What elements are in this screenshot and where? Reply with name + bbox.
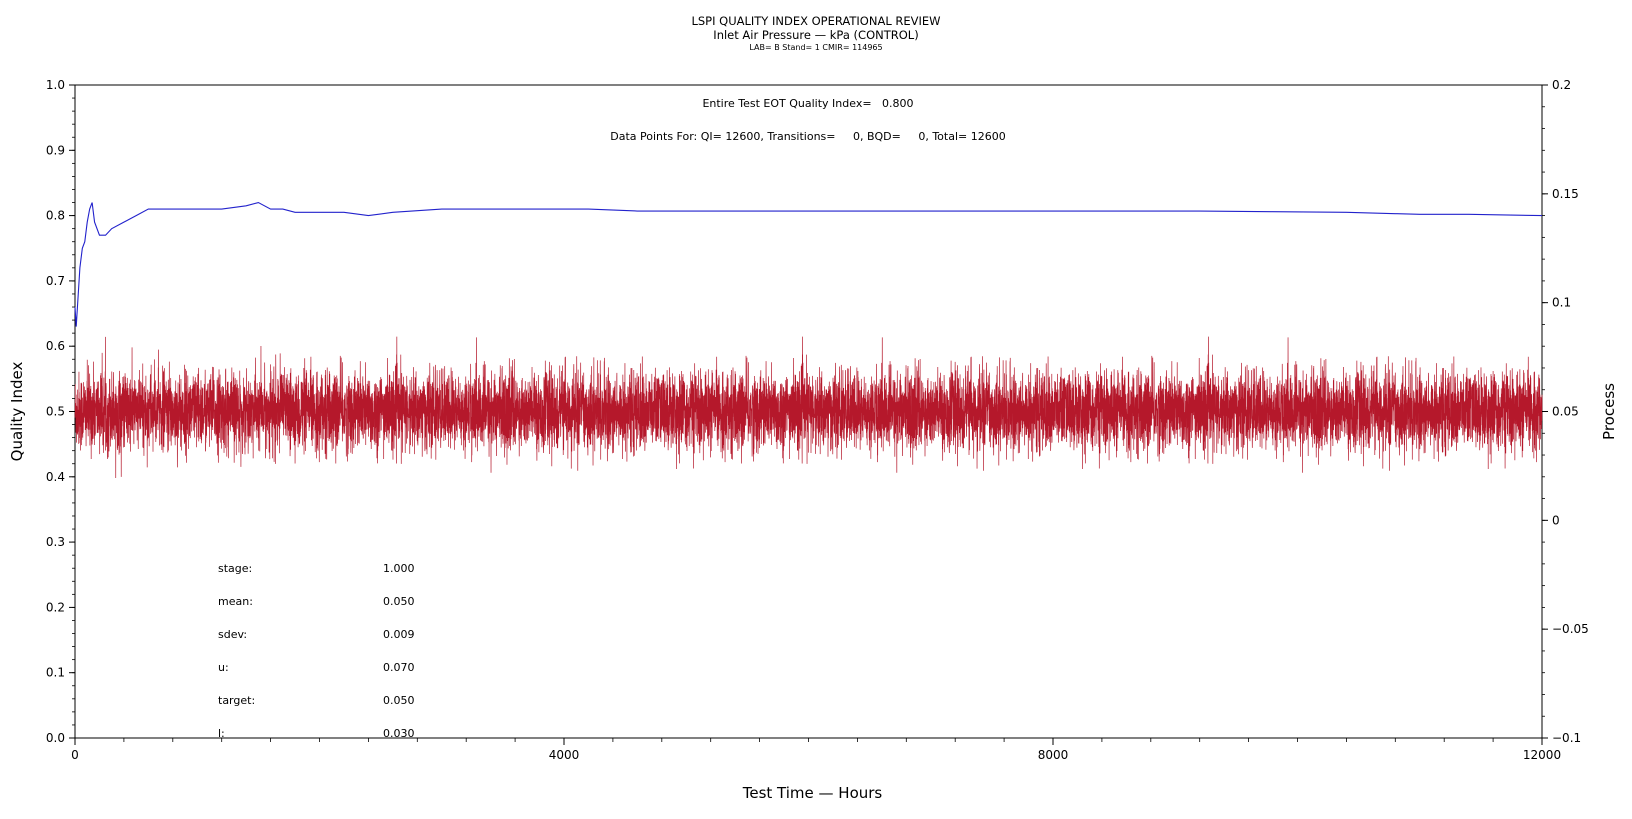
y-tick-label: 0.7	[46, 274, 65, 288]
chart-info: LAB= B Stand= 1 CMIR= 114965	[749, 43, 883, 52]
x-axis-title: Test Time — Hours	[742, 784, 883, 802]
x-tick-label: 0	[71, 748, 79, 762]
stat-label: sdev:	[218, 628, 247, 641]
y2-axis-title: Process	[1600, 383, 1618, 440]
stat-label: stage:	[218, 562, 252, 575]
stat-label: l:	[218, 727, 225, 740]
stat-label: u:	[218, 661, 229, 674]
process-series	[74, 336, 1543, 478]
y-tick-label: 0.4	[46, 470, 65, 484]
eot-quality-index-annotation: Entire Test EOT Quality Index= 0.800	[702, 97, 913, 110]
quality-index-line	[74, 201, 1543, 327]
y-tick-label: 0.9	[46, 143, 65, 157]
y-tick-label: 0.2	[46, 600, 65, 614]
x-tick-label: 8000	[1038, 748, 1069, 762]
stat-value: 0.050	[383, 694, 415, 707]
y-tick-label: 0.5	[46, 405, 65, 419]
y-tick-label: 0.1	[46, 666, 65, 680]
y-tick-label: 0.8	[46, 209, 65, 223]
y-tick-label: 0.6	[46, 339, 65, 353]
process-line	[74, 336, 1543, 478]
x-tick-label: 4000	[549, 748, 580, 762]
y-axis-title: Quality Index	[8, 362, 26, 462]
stat-value: 0.050	[383, 595, 415, 608]
quality-index-series	[74, 201, 1543, 327]
stat-value: 0.070	[383, 661, 415, 674]
y2-tick-label: 0.2	[1552, 78, 1571, 92]
y2-tick-label: 0.05	[1552, 405, 1579, 419]
y-tick-label: 0.0	[46, 731, 65, 745]
y-tick-label: 1.0	[46, 78, 65, 92]
chart-subtitle: Inlet Air Pressure — kPa (CONTROL)	[713, 28, 919, 42]
chart-title: LSPI QUALITY INDEX OPERATIONAL REVIEW	[691, 14, 941, 28]
y-tick-label: 0.3	[46, 535, 65, 549]
y2-tick-label: 0.1	[1552, 296, 1571, 310]
y2-tick-label: 0.15	[1552, 187, 1579, 201]
stat-label: mean:	[218, 595, 253, 608]
y2-tick-label: 0	[1552, 513, 1560, 527]
stat-label: target:	[218, 694, 255, 707]
data-points-annotation: Data Points For: QI= 12600, Transitions=…	[610, 130, 1005, 143]
y2-tick-label: −0.1	[1552, 731, 1581, 745]
stat-value: 1.000	[383, 562, 415, 575]
y2-tick-label: −0.05	[1552, 622, 1589, 636]
axes: 0.0 0.1 0.2 0.3 0.4 0.5 0.6 0.7 0.8 0.9 1.0 −0.1 −0.…	[8, 78, 1618, 802]
stat-value: 0.030	[383, 727, 415, 740]
stat-value: 0.009	[383, 628, 415, 641]
annotations: Entire Test EOT Quality Index= 0.800 Data…	[218, 97, 1006, 740]
x-tick-label: 12000	[1523, 748, 1561, 762]
